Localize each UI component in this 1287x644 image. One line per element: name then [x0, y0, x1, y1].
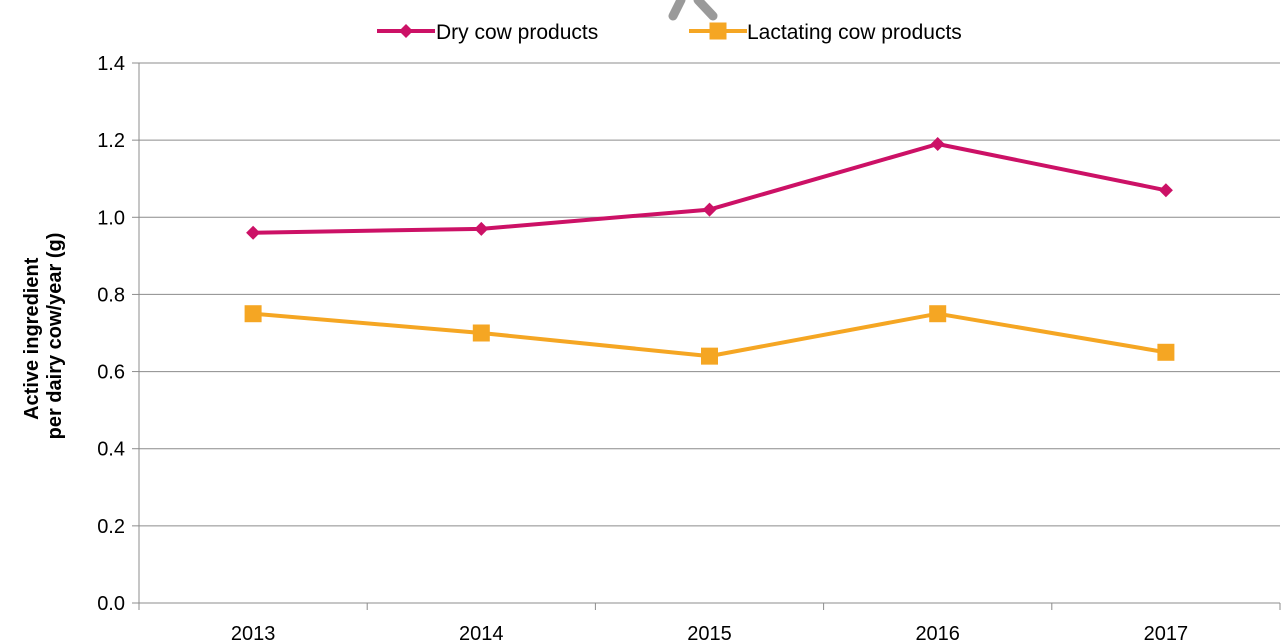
y-tick-label: 1.4	[97, 53, 125, 75]
legend-label: Lactating cow products	[747, 21, 962, 44]
series-layer	[244, 137, 1175, 365]
data-point	[702, 202, 717, 217]
y-tick-labels: 0.0 0.2 0.4 0.6 0.8 1.0 1.2 1.4	[97, 53, 125, 615]
legend-item-2: Lactating cow products	[689, 21, 962, 44]
x-tick-label: 2013	[231, 623, 276, 644]
data-point	[929, 305, 947, 323]
x-tick-labels: 2013 2014 2015 2016 2017	[231, 623, 1188, 644]
series-2	[244, 305, 1175, 365]
y-tick-label: 0.6	[97, 362, 125, 384]
y-tick-label: 0.0	[97, 593, 125, 615]
gridlines	[139, 62, 1280, 527]
y-tick-label: 0.2	[97, 516, 125, 538]
legend: Dry cow products Lactating cow products	[377, 21, 962, 44]
y-axis-title-line-2: per dairy cow/year (g)	[44, 233, 66, 440]
legend-swatch-marker	[399, 24, 413, 38]
y-tick-label: 0.4	[97, 439, 125, 461]
x-tick-label: 2016	[915, 623, 960, 644]
data-point	[1158, 183, 1173, 198]
data-point	[472, 324, 490, 342]
data-point	[701, 347, 718, 365]
x-tick-label: 2015	[687, 623, 732, 644]
series-1	[246, 137, 1173, 240]
y-axis-title: Active ingredient per dairy cow/year (g)	[21, 233, 66, 440]
data-point	[474, 221, 489, 236]
watermark-mark	[668, 0, 718, 21]
y-tick-label: 0.8	[97, 284, 125, 306]
y-tick-label: 1.0	[97, 207, 125, 229]
x-tick-label: 2014	[459, 623, 504, 644]
series-line	[253, 142, 1167, 235]
data-point	[1157, 343, 1175, 361]
legend-swatch-marker	[709, 22, 727, 40]
axes	[132, 62, 1281, 610]
data-point	[246, 225, 261, 240]
legend-item-1: Dry cow products	[377, 21, 598, 44]
x-tick-label: 2017	[1144, 623, 1189, 644]
y-tick-label: 1.2	[97, 130, 125, 152]
legend-label: Dry cow products	[436, 21, 598, 44]
y-axis-title-line-1: Active ingredient	[21, 257, 43, 420]
data-point	[244, 305, 262, 323]
data-point	[930, 137, 945, 151]
